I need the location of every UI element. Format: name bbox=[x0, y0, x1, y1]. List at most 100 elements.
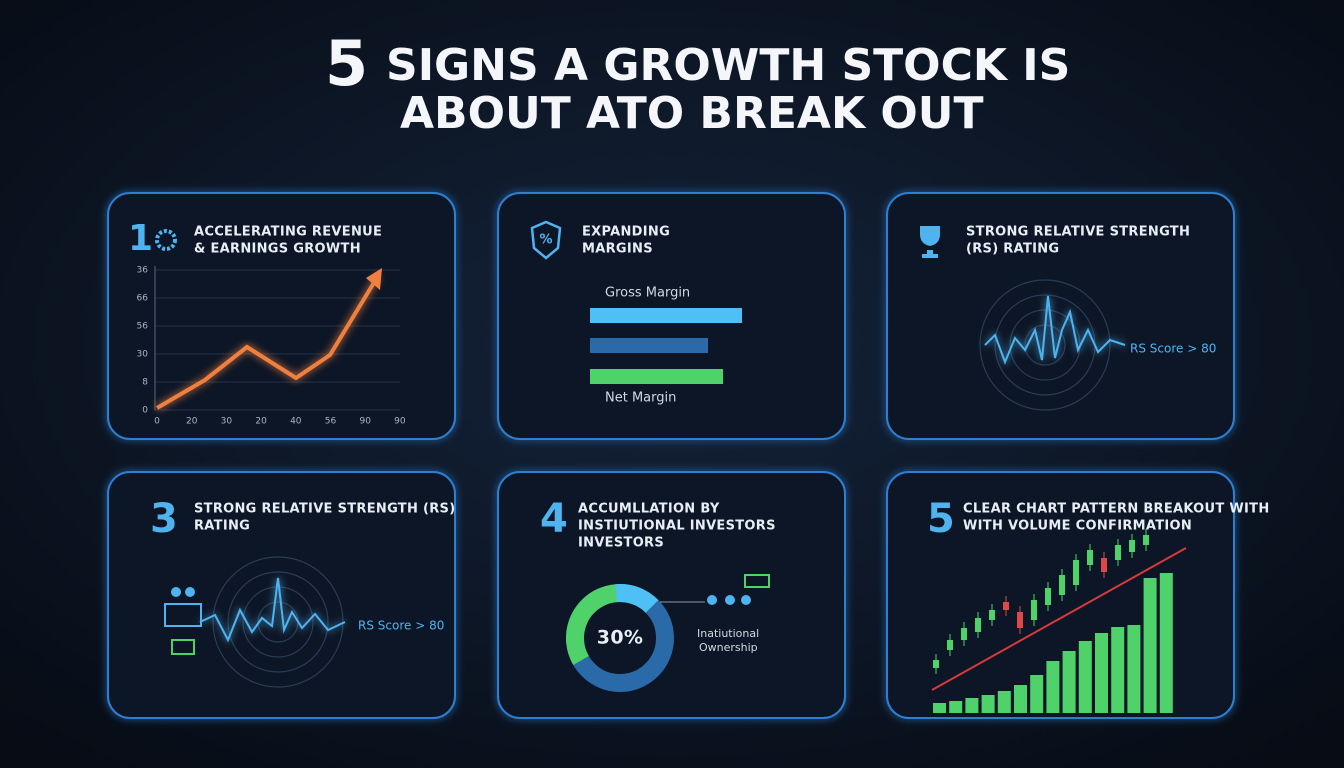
panel-title: (RS) RATING bbox=[966, 242, 1059, 257]
panel bbox=[886, 192, 1235, 440]
arrow-head bbox=[366, 268, 382, 290]
candle-body bbox=[1087, 550, 1093, 565]
rs-note: RS Score > 80 bbox=[1130, 342, 1216, 356]
rs-line bbox=[199, 577, 346, 643]
candle-body bbox=[989, 610, 995, 620]
x-label: 40 bbox=[290, 417, 302, 427]
donut-center: 30% bbox=[597, 627, 643, 649]
y-label: 30 bbox=[137, 350, 149, 360]
volume-bar bbox=[1062, 651, 1076, 713]
candle-body bbox=[961, 628, 967, 640]
panel-title: ACCELERATING REVENUE bbox=[194, 225, 382, 240]
candle-body bbox=[1031, 600, 1037, 620]
bar bbox=[590, 369, 723, 384]
trophy-icon bbox=[920, 226, 940, 258]
volume-bar bbox=[1159, 573, 1173, 713]
people-icon bbox=[185, 587, 195, 597]
panel-title: MARGINS bbox=[582, 242, 653, 257]
caption: Inatiutional bbox=[697, 627, 759, 640]
candle-body bbox=[1143, 535, 1149, 545]
bar bbox=[590, 338, 708, 353]
candle-body bbox=[933, 660, 939, 668]
title-line: ABOUT ATO BREAK OUT bbox=[400, 88, 984, 139]
donut-segment bbox=[566, 584, 674, 692]
x-label: 0 bbox=[154, 417, 160, 427]
growth-line bbox=[155, 274, 380, 410]
y-label: 0 bbox=[142, 406, 148, 416]
x-label: 56 bbox=[325, 417, 337, 427]
volume-bar bbox=[965, 698, 979, 713]
money-icon bbox=[171, 639, 195, 655]
rs-note: RS Score > 80 bbox=[358, 619, 444, 633]
x-label: 90 bbox=[359, 417, 371, 427]
candle-body bbox=[1003, 602, 1009, 610]
panel-title: EXPANDING bbox=[582, 225, 670, 240]
people-icon bbox=[725, 595, 735, 605]
bar-label: Gross Margin bbox=[605, 286, 690, 301]
badge: 4 bbox=[540, 496, 568, 542]
shield-icon bbox=[530, 220, 562, 260]
bar bbox=[590, 308, 742, 323]
radar-ring bbox=[227, 571, 329, 673]
volume-bar bbox=[1046, 661, 1060, 713]
rs-line bbox=[984, 295, 1126, 365]
candle-body bbox=[1101, 558, 1107, 572]
y-label: 56 bbox=[137, 322, 149, 332]
candle-body bbox=[1115, 545, 1121, 560]
x-label: 20 bbox=[186, 417, 198, 427]
panel-title: WITH VOLUME CONFIRMATION bbox=[963, 519, 1192, 534]
bar-label: Net Margin bbox=[605, 391, 676, 406]
panel-title: ACCUMLLATION BY bbox=[578, 502, 720, 517]
panel-title: STRONG RELATIVE STRENGTH bbox=[966, 225, 1190, 240]
title-line: SIGNS A GROWTH STOCK IS bbox=[386, 40, 1070, 91]
volume-bar bbox=[1095, 633, 1108, 713]
y-label: 8 bbox=[142, 378, 148, 388]
radar-ring bbox=[242, 586, 314, 658]
caption: Ownership bbox=[699, 641, 758, 654]
volume-bar bbox=[1143, 578, 1157, 713]
money-icon bbox=[744, 574, 770, 588]
shield-symbol: % bbox=[539, 233, 552, 248]
panel-title: & EARNINGS GROWTH bbox=[194, 242, 361, 257]
x-label: 90 bbox=[394, 417, 406, 427]
volume-bar bbox=[981, 695, 995, 713]
people-icon bbox=[171, 587, 181, 597]
radar-ring bbox=[979, 279, 1111, 411]
title-number: 5 bbox=[325, 27, 368, 100]
candle-body bbox=[1059, 575, 1065, 595]
y-label: 66 bbox=[137, 294, 149, 304]
badge: 3 bbox=[150, 496, 178, 542]
volume-bar bbox=[1111, 627, 1125, 713]
panel bbox=[107, 192, 456, 440]
volume-bar bbox=[1030, 675, 1044, 713]
candle-body bbox=[1045, 588, 1051, 605]
panel-title: CLEAR CHART PATTERN BREAKOUT WITH bbox=[963, 502, 1270, 517]
panel-title: STRONG RELATIVE STRENGTH (RS) bbox=[194, 502, 455, 517]
candle-body bbox=[1129, 540, 1135, 552]
candle-body bbox=[1073, 560, 1079, 585]
volume-bar bbox=[949, 701, 963, 713]
y-label: 36 bbox=[137, 266, 149, 276]
candle-body bbox=[947, 640, 953, 650]
candle-body bbox=[1017, 612, 1023, 628]
people-icon bbox=[741, 595, 751, 605]
panel bbox=[107, 471, 456, 719]
panel-title: INVESTORS bbox=[578, 536, 664, 551]
volume-bar bbox=[1078, 641, 1092, 713]
panel-title: INSTIUTIONAL INVESTORS bbox=[578, 519, 776, 534]
candle-body bbox=[975, 618, 981, 632]
panel-title: RATING bbox=[194, 519, 250, 534]
volume-bar bbox=[997, 691, 1011, 713]
x-label: 30 bbox=[221, 417, 233, 427]
volume-bar bbox=[933, 703, 946, 713]
x-label: 20 bbox=[255, 417, 267, 427]
badge: 5 bbox=[927, 496, 955, 542]
volume-bar bbox=[1014, 685, 1027, 713]
badge: 1 bbox=[128, 218, 153, 259]
building-icon bbox=[164, 603, 202, 627]
donut-segment bbox=[566, 583, 674, 692]
trend-line bbox=[931, 547, 1187, 691]
volume-bar bbox=[1127, 625, 1141, 713]
gear-icon bbox=[155, 229, 177, 251]
